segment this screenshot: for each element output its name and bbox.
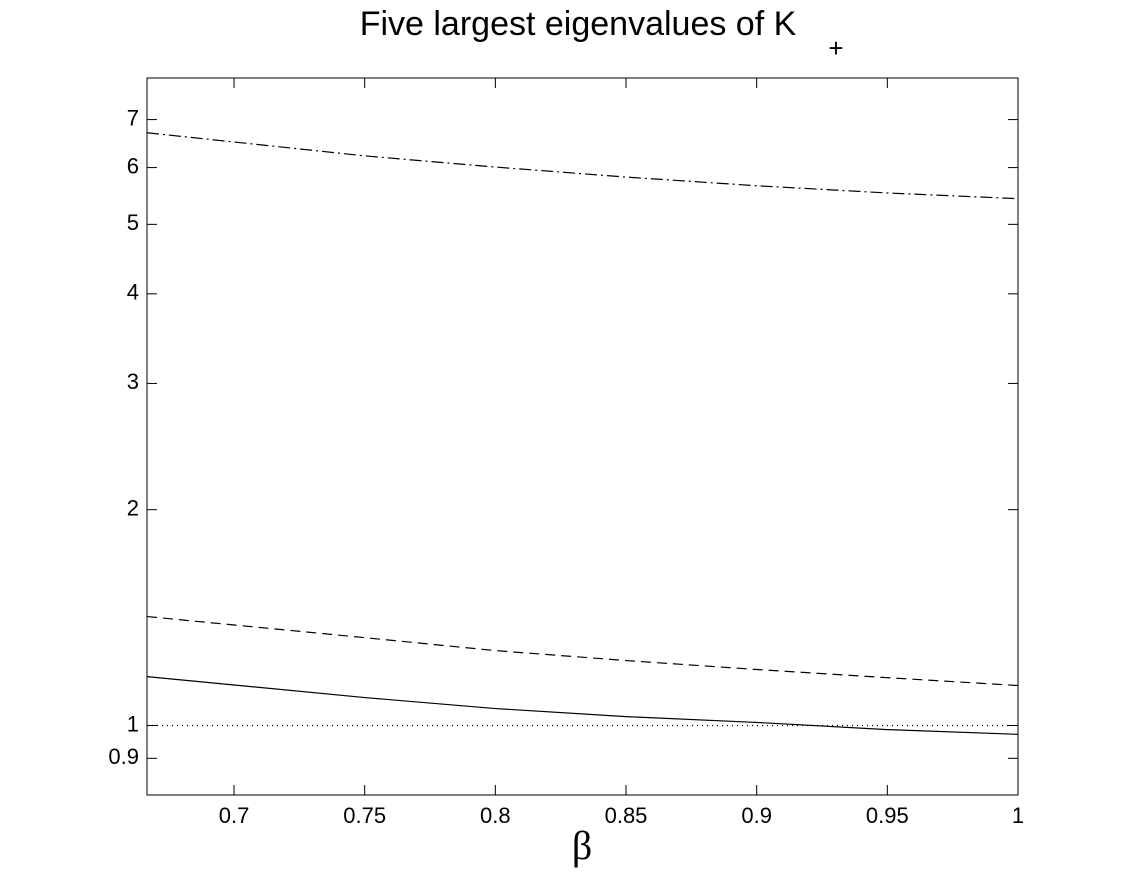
y-tick-label: 3 bbox=[127, 369, 139, 394]
y-tick-label: 2 bbox=[127, 495, 139, 520]
title-subscript: + bbox=[828, 33, 843, 63]
y-tick-label: 6 bbox=[127, 153, 139, 178]
y-tick-label: 4 bbox=[127, 280, 139, 305]
y-tick-label: 7 bbox=[127, 105, 139, 130]
x-tick-label: 0.95 bbox=[866, 803, 909, 828]
line-series bbox=[146, 615, 1019, 687]
y-tick-label: 1 bbox=[127, 711, 139, 736]
chart-title: Five largest eigenvalues of K bbox=[360, 5, 797, 43]
x-tick-label: 0.9 bbox=[741, 803, 772, 828]
line-series bbox=[146, 676, 1019, 735]
x-tick-label: 0.75 bbox=[343, 803, 386, 828]
plot-frame bbox=[146, 77, 1019, 796]
x-axis-label: β bbox=[572, 823, 592, 868]
y-tick-label: 0.9 bbox=[108, 744, 139, 769]
y-tick-label: 5 bbox=[127, 210, 139, 235]
x-tick-label: 0.8 bbox=[480, 803, 511, 828]
line-series bbox=[146, 132, 1019, 200]
x-tick-label: 0.7 bbox=[219, 803, 250, 828]
x-tick-label: 0.85 bbox=[605, 803, 648, 828]
x-tick-label: 1 bbox=[1012, 803, 1024, 828]
